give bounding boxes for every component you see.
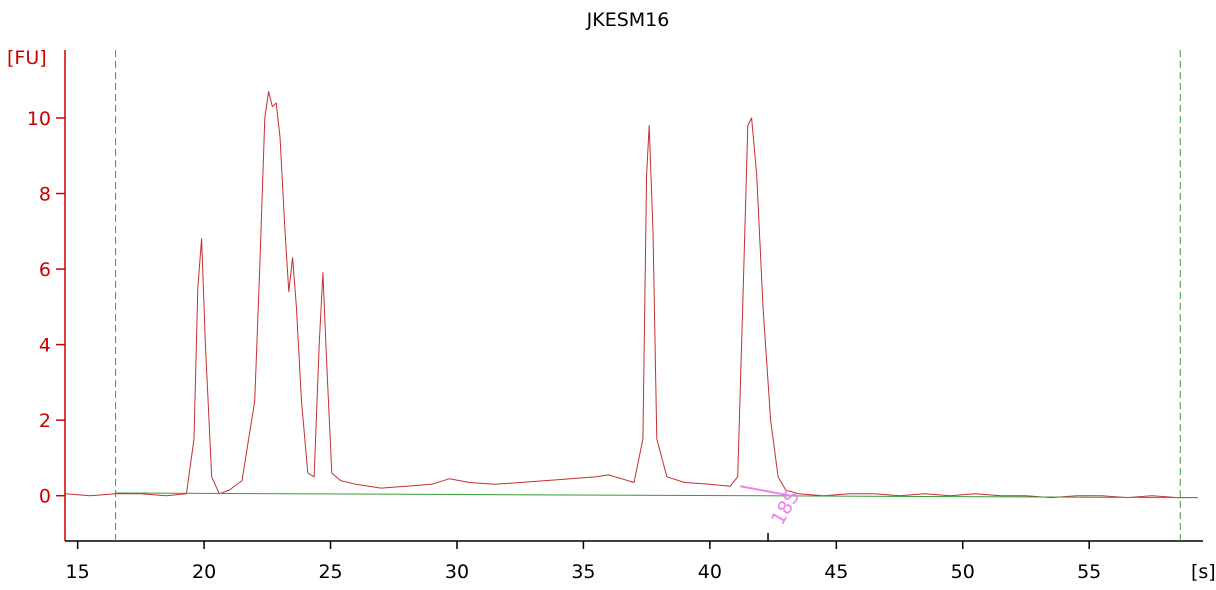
- x-tick-label: 30: [445, 561, 469, 583]
- signal-trace: [64, 91, 1198, 499]
- x-axis-ticks: 15 20 25 30 35 40 45 50 55: [66, 533, 1101, 583]
- chart-title: JKESM16: [586, 9, 670, 31]
- x-tick-label: 45: [824, 561, 848, 583]
- y-tick-label: 2: [39, 410, 51, 432]
- annotation-leader: [740, 485, 791, 497]
- baseline-trace: [115, 492, 1181, 499]
- y-tick-label: 4: [39, 335, 51, 357]
- y-tick-label: 10: [27, 108, 51, 130]
- y-tick-label: 0: [39, 486, 51, 508]
- y-tick-label: 6: [39, 259, 51, 281]
- x-tick-label: 55: [1077, 561, 1101, 583]
- series-group: [64, 91, 1198, 499]
- x-tick-label: 40: [698, 561, 722, 583]
- y-axis-ticks: 0 2 4 6 8 10: [27, 108, 65, 508]
- x-tick-label: 20: [192, 561, 216, 583]
- x-axis-label: [s]: [1191, 561, 1216, 583]
- x-tick-label: 50: [951, 561, 975, 583]
- boundary-lines: [115, 50, 1181, 541]
- x-tick-label: 35: [571, 561, 595, 583]
- x-tick-label: 15: [66, 561, 90, 583]
- y-tick-label: 8: [39, 184, 51, 206]
- annotation-group: 18S: [740, 485, 804, 529]
- y-axis-label: [FU]: [7, 47, 47, 69]
- x-tick-label: 25: [318, 561, 342, 583]
